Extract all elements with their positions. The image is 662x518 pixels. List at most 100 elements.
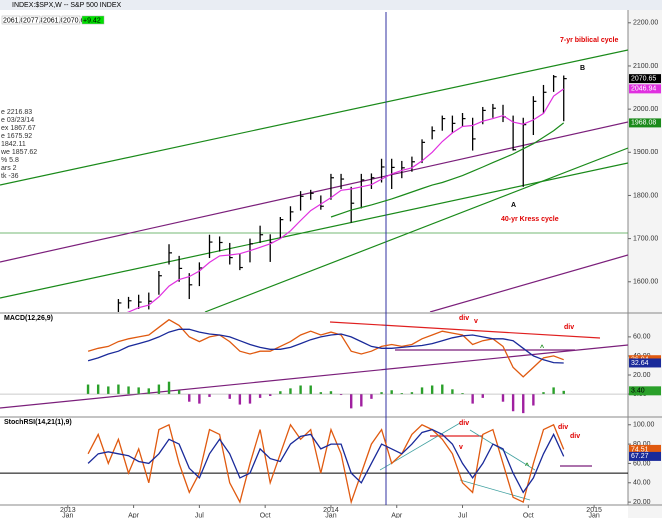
annotation: div <box>570 433 580 440</box>
histogram-bar <box>400 393 403 395</box>
price-axis-band <box>628 10 662 518</box>
histogram-bar <box>329 391 333 395</box>
histogram-bar <box>380 392 383 395</box>
histogram-bar <box>258 394 262 398</box>
y-tick-label: 60.00 <box>633 334 651 341</box>
x-tick-year: 2014 <box>323 507 339 514</box>
x-tick-label: Jul <box>458 512 467 518</box>
histogram-bar <box>248 394 252 404</box>
indicator-line <box>87 318 564 378</box>
histogram-bar <box>339 394 343 396</box>
annotation: div <box>459 315 469 322</box>
stat-text: 1842.11 <box>1 141 26 148</box>
x-tick-label: Apr <box>391 512 403 518</box>
last-value-label-box <box>629 358 661 368</box>
histogram-bar <box>319 392 323 395</box>
last-value-label-box <box>629 84 661 94</box>
quote-value: 2077.85 <box>23 17 48 24</box>
histogram-bar <box>198 394 201 404</box>
stoch-plot <box>0 423 628 505</box>
histogram-bar <box>157 384 161 395</box>
histogram-bar <box>441 384 444 395</box>
histogram-bar <box>552 387 555 395</box>
histogram-bar <box>107 386 110 395</box>
last-value-label-box <box>629 386 661 396</box>
histogram-bar <box>208 394 211 397</box>
annotation: ^ <box>540 344 544 352</box>
trend-line <box>469 429 536 471</box>
histogram-bar <box>167 381 171 395</box>
y-tick-label: 60.00 <box>633 460 651 467</box>
annotation: div <box>558 424 568 431</box>
last-value-label: 32.64 <box>631 360 649 367</box>
quote-value: 2070.65 <box>63 17 88 24</box>
y-tick-label: 80.00 <box>633 441 651 448</box>
annotation: A <box>511 202 516 209</box>
macd-plot <box>0 318 628 414</box>
trend-line <box>459 479 531 501</box>
histogram-bar <box>532 394 535 406</box>
last-value-label-box <box>629 444 661 454</box>
macd-trend-lines <box>0 321 628 409</box>
y-tick-label: 1600.00 <box>633 279 658 286</box>
histogram-bar <box>96 384 100 395</box>
panel-title: StochRSI(14,21(1),9) <box>4 419 72 426</box>
trend-line <box>0 344 628 409</box>
channel-line <box>204 147 628 312</box>
histogram-bar <box>127 386 130 395</box>
indicator-line <box>87 328 564 364</box>
y-tick-label: 2000.00 <box>633 106 658 113</box>
histogram-bar <box>238 394 242 405</box>
moving-average <box>330 122 565 218</box>
histogram-bar <box>269 394 272 396</box>
stat-text: ars 2 <box>1 165 17 172</box>
trend-line <box>429 254 628 312</box>
histogram-bar <box>177 390 181 395</box>
histogram-bar <box>461 393 464 395</box>
histogram-bar <box>481 394 484 398</box>
quote-box <box>1 15 21 25</box>
histogram-bar <box>279 391 282 395</box>
histogram-bar <box>511 394 515 412</box>
y-tick-label: 100.00 <box>633 422 655 429</box>
histogram-bar <box>147 388 150 395</box>
annotation: 40-yr Kress cycle <box>501 216 559 223</box>
stat-text: ex 1867.67 <box>1 125 36 132</box>
x-tick-year: 2015 <box>586 507 602 514</box>
quote-value: 2061.04 <box>3 17 28 24</box>
y-tick-label: 40.00 <box>633 480 651 487</box>
histogram-bar <box>542 392 545 395</box>
indicator-line <box>87 428 565 494</box>
histogram-bar <box>117 384 120 395</box>
annotation: div <box>564 324 574 331</box>
y-tick-label: 2100.00 <box>633 63 658 70</box>
moving-average <box>126 88 565 312</box>
annotation: B <box>580 65 585 72</box>
annotation: ^ <box>525 462 529 470</box>
x-tick-label: Jan <box>62 512 73 518</box>
y-tick-label: 1900.00 <box>633 149 658 156</box>
last-value-label: 2046.94 <box>631 86 656 93</box>
panel-title: MACD(12,26,9) <box>4 315 53 322</box>
last-value-label: 3.40 <box>631 388 645 395</box>
quote-box <box>81 15 105 25</box>
histogram-bar <box>228 394 231 399</box>
histogram-bar <box>562 390 565 395</box>
annotation: 7-yr biblical cycle <box>560 37 618 44</box>
stat-text: tk -36 <box>1 173 19 180</box>
x-tick-label: Oct <box>260 512 271 518</box>
histogram-bar <box>289 388 292 395</box>
x-tick-year: 2013 <box>60 507 76 514</box>
histogram-bar <box>188 394 191 402</box>
quote-box <box>41 15 61 25</box>
title-bar <box>0 0 662 10</box>
histogram-bar <box>86 384 90 395</box>
y-tick-label: 20.00 <box>633 499 651 506</box>
annotation: div <box>459 420 469 427</box>
histogram-bar <box>430 385 434 395</box>
channel-line <box>0 49 628 186</box>
histogram-bar <box>451 389 454 395</box>
window-title: INDEX:$SPX,W -- S&P 500 INDEX <box>12 2 122 9</box>
